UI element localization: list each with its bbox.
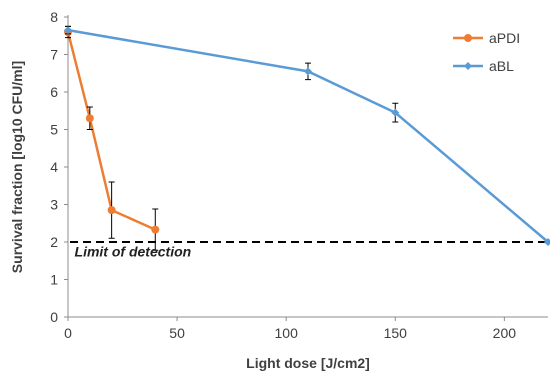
data-point: [304, 67, 312, 76]
x-axis-title: Light dose [J/cm2]: [246, 355, 370, 371]
axes: [67, 15, 548, 318]
legend-label: aPDI: [489, 30, 520, 46]
y-tick-label: 2: [50, 234, 58, 250]
series-aBL: [64, 25, 550, 246]
annotations: Limit of detection: [75, 244, 192, 260]
data-point: [151, 225, 160, 234]
legend-marker: [464, 62, 472, 70]
legend: aPDI aBL: [453, 30, 520, 74]
data-point: [544, 238, 550, 246]
y-tick-label: 4: [50, 159, 58, 175]
annotation-text: Limit of detection: [75, 244, 192, 260]
data-point: [391, 108, 400, 117]
legend-marker: [464, 34, 472, 42]
series-group: [64, 25, 550, 251]
y-tick-label: 7: [50, 47, 58, 63]
y-tick-label: 3: [50, 197, 58, 213]
tick-labels: 0 1 2 3 4 5 6 7 8 0 50 100 150 200: [50, 9, 516, 341]
series-line: [66, 31, 156, 231]
legend-entry-aPDI: aPDI: [453, 30, 520, 46]
x-tick-label: 150: [384, 325, 408, 341]
data-point: [107, 206, 116, 215]
x-tick-label: 0: [64, 325, 72, 341]
data-point: [64, 26, 72, 35]
y-tick-label: 1: [50, 272, 58, 288]
legend-label: aBL: [489, 58, 514, 74]
data-point: [85, 114, 94, 123]
series-line: [67, 28, 549, 243]
series-aPDI: [64, 25, 160, 251]
y-tick-label: 8: [50, 9, 58, 25]
x-tick-label: 200: [493, 325, 517, 341]
x-tick-label: 50: [169, 325, 185, 341]
y-axis-title: Survival fraction [log10 CFU/ml]: [9, 61, 25, 273]
x-tick-label: 100: [275, 325, 299, 341]
y-tick-label: 6: [50, 84, 58, 100]
y-tick-label: 0: [50, 309, 58, 325]
legend-entry-aBL: aBL: [453, 58, 514, 74]
y-tick-label: 5: [50, 122, 58, 138]
